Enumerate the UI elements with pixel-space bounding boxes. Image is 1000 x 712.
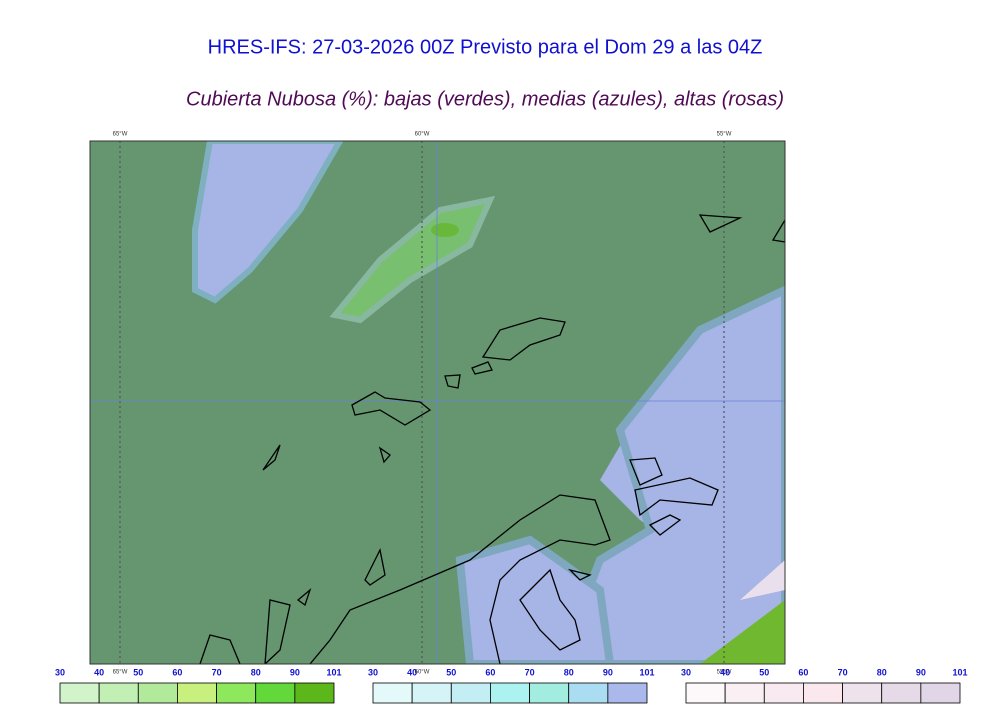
legend-tick-label: 40 [407, 667, 417, 677]
legend-tick-label: 70 [525, 667, 535, 677]
grid [90, 141, 785, 664]
cloud-mid [192, 141, 344, 304]
legend-tick-label: 80 [251, 667, 261, 677]
legend-swatch [803, 682, 843, 704]
legend-tick-label: 80 [877, 667, 887, 677]
legend-swatch [98, 682, 139, 704]
lon-label: 60°W [415, 670, 430, 676]
legend-tick-label: 50 [446, 667, 456, 677]
legend-swatch [881, 682, 922, 704]
legend-tick-label: 30 [368, 667, 378, 677]
legend-swatch [255, 682, 296, 704]
legend-tick-label: 101 [952, 667, 967, 677]
lon-label: 65°W [113, 132, 128, 138]
legend-tick-label: 50 [133, 667, 143, 677]
legend-swatch [490, 682, 530, 704]
legend-tick-label: 101 [326, 667, 341, 677]
legend-swatch [294, 682, 335, 704]
legend-tick-label: 60 [172, 667, 182, 677]
legend-tick-label: 30 [55, 667, 65, 677]
lon-labels: 65°W 60°W 55°W 65°W 60°W 55°W [113, 132, 732, 676]
meridians [119, 141, 725, 664]
legend-swatch [763, 682, 804, 704]
legend-tick-label: 60 [798, 667, 808, 677]
legend-swatch [607, 682, 648, 704]
title: HRES-IFS: 27-03-2026 00Z Previsto para e… [208, 36, 763, 58]
legend-tick-label: 90 [290, 667, 300, 677]
legend-tick-label: 70 [212, 667, 222, 677]
map-frame [89, 140, 786, 665]
lon-label: 65°W [113, 670, 128, 676]
coastline [199, 214, 785, 664]
legend-tick-label: 90 [916, 667, 926, 677]
legend-swatch [842, 682, 883, 704]
lon-label: 55°W [717, 670, 732, 676]
legend-swatch [216, 682, 257, 704]
map: 65°W 60°W 55°W 65°W 60°W 55°W [89, 132, 786, 676]
legend-tick-label: 60 [485, 667, 495, 677]
subtitle: Cubierta Nubosa (%): bajas (verdes), med… [186, 88, 784, 110]
legend-swatch [450, 682, 491, 704]
legend-tick-label: 30 [681, 667, 691, 677]
legend-swatch [411, 682, 452, 704]
legend-swatch [724, 682, 765, 704]
legend-swatch [568, 682, 609, 704]
cloud-high [740, 560, 785, 600]
legend-tick-label: 80 [564, 667, 574, 677]
lon-label: 55°W [717, 132, 732, 138]
legend-tick-label: 40 [720, 667, 730, 677]
legend-tick-label: 70 [838, 667, 848, 677]
legends: 30 40 50 60 70 80 90 101 30 40 50 60 70 80 90 101 30 40 50… [55, 667, 968, 704]
legend-swatch [685, 682, 726, 704]
legend-swatch [59, 682, 100, 704]
cloud-low [700, 600, 785, 664]
legend-tick-label: 40 [94, 667, 104, 677]
legend-tick-label: 101 [639, 667, 654, 677]
legend-swatch [920, 682, 961, 704]
lon-label: 60°W [415, 132, 430, 138]
legend-swatch [137, 682, 178, 704]
legend-tick-label: 90 [603, 667, 613, 677]
legend-swatch [177, 682, 217, 704]
legend-swatch [372, 682, 413, 704]
legend-tick-label: 50 [759, 667, 769, 677]
cloud-low [431, 223, 459, 237]
cloud-mid [555, 285, 785, 664]
legend-swatch [529, 682, 570, 704]
